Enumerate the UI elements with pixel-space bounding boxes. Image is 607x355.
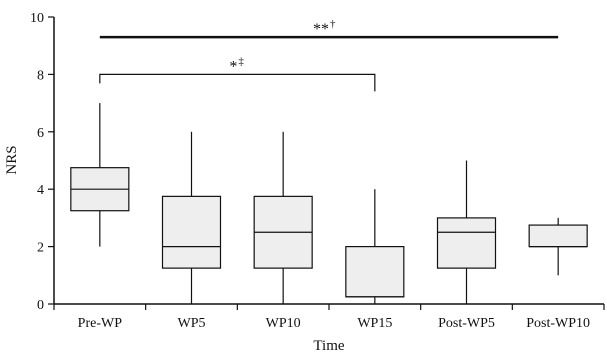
x-tick-label: WP15 (357, 316, 392, 331)
significance-superscript: ‡ (238, 55, 244, 67)
significance-0: ** † (99, 18, 559, 39)
box-iqr (436, 217, 497, 269)
significance-annotations: ** † * ‡ (99, 18, 559, 92)
y-tick-label: 4 (37, 183, 44, 198)
significance-bracket (99, 73, 376, 92)
y-axis-title: NRS (4, 145, 20, 174)
significance-superscript: † (330, 18, 336, 30)
significance-label: * (229, 58, 237, 75)
box-wp15 (345, 189, 405, 304)
box-iqr (161, 195, 222, 269)
box-iqr (528, 224, 588, 248)
significance-1: * ‡ (99, 55, 376, 92)
boxes (70, 103, 588, 304)
box-post-wp10 (528, 217, 588, 276)
box-post-wp5 (436, 160, 497, 304)
x-tick-label: WP10 (266, 316, 301, 331)
axes: 0 2 4 6 8 10 Pre-WP WP5 WP10 WP15 Post-WP5 Post-WP1… (30, 11, 605, 331)
x-tick-label: Post-WP5 (438, 316, 495, 331)
y-tick-label: 8 (37, 68, 44, 83)
x-tick-label: Post-WP10 (526, 316, 590, 331)
y-tick-label: 2 (37, 241, 44, 256)
y-tick-label: 0 (37, 298, 44, 313)
box-pre-wp (70, 103, 130, 247)
y-tick-label: 10 (30, 11, 44, 26)
box-wp5 (161, 131, 222, 304)
box-wp10 (253, 131, 313, 304)
x-tick-label: WP5 (178, 316, 206, 331)
significance-label: ** (313, 21, 329, 38)
y-tick-label: 6 (37, 126, 44, 141)
box-iqr (345, 246, 405, 298)
x-axis-title: Time (313, 338, 344, 354)
x-tick-label: Pre-WP (78, 316, 123, 331)
